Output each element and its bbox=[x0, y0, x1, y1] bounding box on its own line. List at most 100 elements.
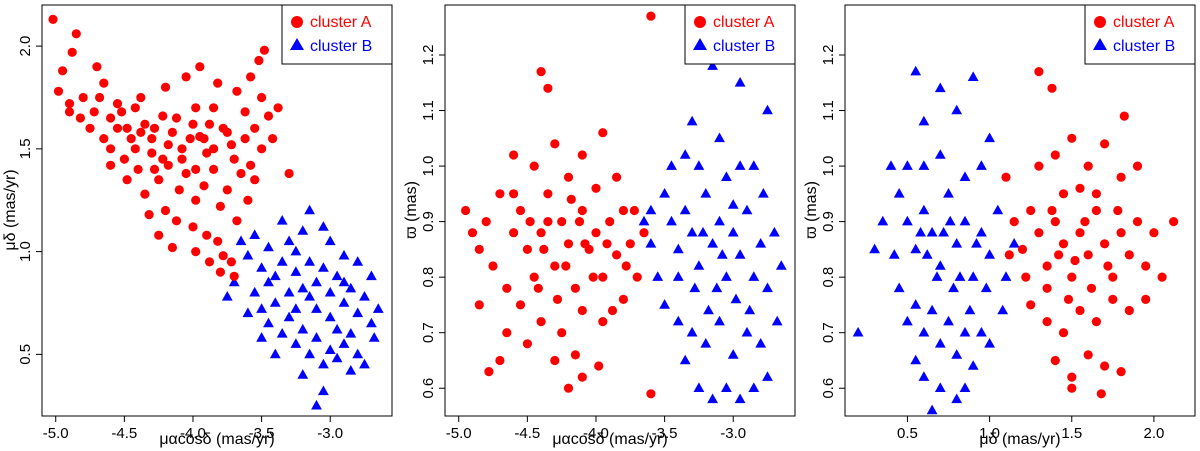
panel-1-cluster-a-point bbox=[174, 185, 184, 195]
panel-2-cluster-a-point bbox=[625, 239, 635, 249]
panel-3-cluster-a-point bbox=[1132, 217, 1143, 227]
panel-1-cluster-a-point bbox=[78, 92, 88, 103]
panel-1-cluster-a-point bbox=[226, 140, 236, 150]
panel-3-cluster-b-point bbox=[997, 304, 1009, 315]
panel-3-cluster-b-point bbox=[910, 299, 922, 309]
panel-1-cluster-a-point bbox=[85, 123, 95, 133]
panel-3-cluster-b-point bbox=[869, 243, 880, 254]
panel-3-cluster-b-point bbox=[984, 338, 995, 348]
panel-2-cluster-a-point bbox=[508, 228, 519, 238]
panel-1-cluster-a-point bbox=[195, 62, 205, 72]
panel-1-cluster-a-point bbox=[209, 164, 219, 174]
panel-3-cluster-b-point bbox=[959, 326, 971, 337]
panel-2-cluster-a-point bbox=[502, 328, 512, 338]
panel-3-cluster-a-point bbox=[1058, 189, 1069, 199]
panel-1-cluster-b-point bbox=[324, 344, 336, 354]
panel-2-cluster-b-point bbox=[686, 226, 698, 237]
panel-2-cluster-b-point bbox=[748, 271, 760, 281]
panel-2-cluster-a-point bbox=[566, 194, 576, 204]
panel-3-y-tick-label: 0.7 bbox=[820, 322, 837, 343]
panel-1-cluster-a-point bbox=[136, 92, 146, 103]
panel-3-cluster-b-point bbox=[910, 354, 922, 365]
panel-1-cluster-a-point bbox=[191, 247, 201, 257]
panel-3-cluster-b-point bbox=[918, 204, 930, 215]
panel-1-cluster-a-point bbox=[147, 134, 157, 144]
panel-1-cluster-a-point bbox=[246, 72, 256, 82]
panel-3-cluster-a-point bbox=[1067, 372, 1077, 382]
panel-2-cluster-a-point bbox=[602, 239, 612, 249]
panel-2-cluster-a-point bbox=[508, 189, 519, 199]
panel-1-cluster-b-point bbox=[324, 235, 336, 246]
panel-1-cluster-a-point bbox=[99, 78, 109, 88]
panel-1-cluster-b-point bbox=[368, 332, 380, 342]
panel-1-cluster-a-point bbox=[130, 144, 140, 154]
panel-3-cluster-a-point bbox=[1100, 239, 1110, 249]
panel-2-y-tick-label: 0.6 bbox=[420, 378, 437, 399]
panel-3-cluster-a-point bbox=[1026, 205, 1036, 216]
panel-1-cluster-a-point bbox=[236, 168, 246, 179]
panel-1-cluster-a-point bbox=[126, 134, 136, 144]
panel-3-cluster-b-point bbox=[918, 160, 930, 170]
panel-1-cluster-a-point bbox=[181, 168, 191, 179]
panel-2-cluster-b-point bbox=[689, 282, 701, 293]
panel-2-legend-marker-b bbox=[693, 38, 707, 50]
panel-2-cluster-a-point bbox=[574, 217, 585, 227]
panel-1-cluster-a-point bbox=[199, 134, 209, 144]
panel-1-cluster-b-point bbox=[311, 276, 322, 287]
panel-2-cluster-b-point bbox=[734, 160, 746, 170]
panel-1-y-tick-label: 2.0 bbox=[17, 36, 34, 57]
panel-1-cluster-a-point bbox=[254, 55, 264, 66]
panel-1-cluster-a-point bbox=[229, 154, 239, 164]
panel-3-y-tick-label: 1.0 bbox=[820, 156, 837, 177]
panel-2-y-axis-label: ϖ (mas) bbox=[403, 181, 420, 239]
panel-1-cluster-a-point bbox=[188, 119, 198, 129]
panel-1-cluster-a-points bbox=[48, 14, 294, 281]
panel-2-cluster-b-point bbox=[711, 282, 723, 293]
panel-1-y-ticks: 0.5 1.0 1.5 2.0 bbox=[17, 36, 42, 365]
panel-2-cluster-a-point bbox=[550, 139, 560, 149]
panel-2-cluster-a-point bbox=[598, 128, 608, 138]
panel-1-cluster-b-point bbox=[263, 276, 274, 287]
panel-2-cluster-b-point bbox=[762, 104, 773, 115]
panel-1-cluster-b-point bbox=[359, 291, 370, 301]
panel-3-cluster-a-point bbox=[1009, 217, 1019, 227]
panel-2-cluster-b-point bbox=[748, 382, 760, 392]
panel-1-cluster-a-point bbox=[154, 175, 164, 185]
panel-3-cluster-b-point bbox=[921, 249, 933, 259]
panel-2-x-tick-label: -3.0 bbox=[720, 425, 746, 442]
panel-3-cluster-a-point bbox=[1116, 367, 1126, 377]
panel-3-cluster-b-point bbox=[934, 82, 946, 93]
panel-3-cluster-a-point bbox=[1119, 111, 1129, 121]
panel-2-cluster-b-point bbox=[744, 304, 756, 315]
panel-2-cluster-a-point bbox=[557, 328, 567, 338]
panel-1-cluster-a-point bbox=[204, 257, 215, 267]
panel-1-cluster-b-point bbox=[242, 249, 254, 260]
panel-2-cluster-b-point bbox=[652, 271, 664, 281]
panel-2-cluster-a-points bbox=[461, 11, 656, 399]
panel-1-cluster-b-point bbox=[235, 235, 247, 246]
panel-1-cluster-b-point bbox=[372, 303, 384, 313]
panel-2-cluster-b-point bbox=[672, 315, 684, 326]
panel-3-cluster-b-point bbox=[976, 226, 987, 237]
panel-3-cluster-b-point bbox=[902, 315, 913, 326]
panel-1-cluster-b-point bbox=[345, 365, 357, 375]
panel-1: -5.0 -4.5 -4.0 -3.5 -3.0 0.5 1.0 1.5 2.0 μαcosδ… bbox=[2, 4, 393, 448]
panel-2-cluster-b-point bbox=[727, 349, 739, 359]
panel-3-cluster-b-point bbox=[976, 326, 987, 337]
panel-2-cluster-a-point bbox=[536, 228, 546, 238]
panel-3-cluster-a-point bbox=[1108, 272, 1118, 282]
panel-1-cluster-a-point bbox=[171, 113, 182, 123]
panel-3-legend-marker-a bbox=[1094, 16, 1106, 28]
panel-3-cluster-a-point bbox=[1091, 317, 1101, 327]
panel-2-cluster-b-point bbox=[714, 315, 725, 326]
panel-3-cluster-a-point bbox=[1034, 161, 1044, 171]
panel-1-cluster-a-point bbox=[92, 62, 102, 72]
panel-3-x-axis-label: μδ (mas/yr) bbox=[979, 431, 1060, 448]
panel-2-cluster-b-point bbox=[638, 215, 650, 226]
panel-3-cluster-b-point bbox=[951, 104, 963, 115]
panel-2-cluster-b-point bbox=[672, 243, 684, 254]
panel-2-cluster-a-point bbox=[467, 228, 478, 238]
panel-2-cluster-b-point bbox=[758, 188, 769, 198]
panel-2-cluster-b-point bbox=[645, 204, 657, 215]
panel-2-cluster-b-point bbox=[734, 77, 746, 87]
